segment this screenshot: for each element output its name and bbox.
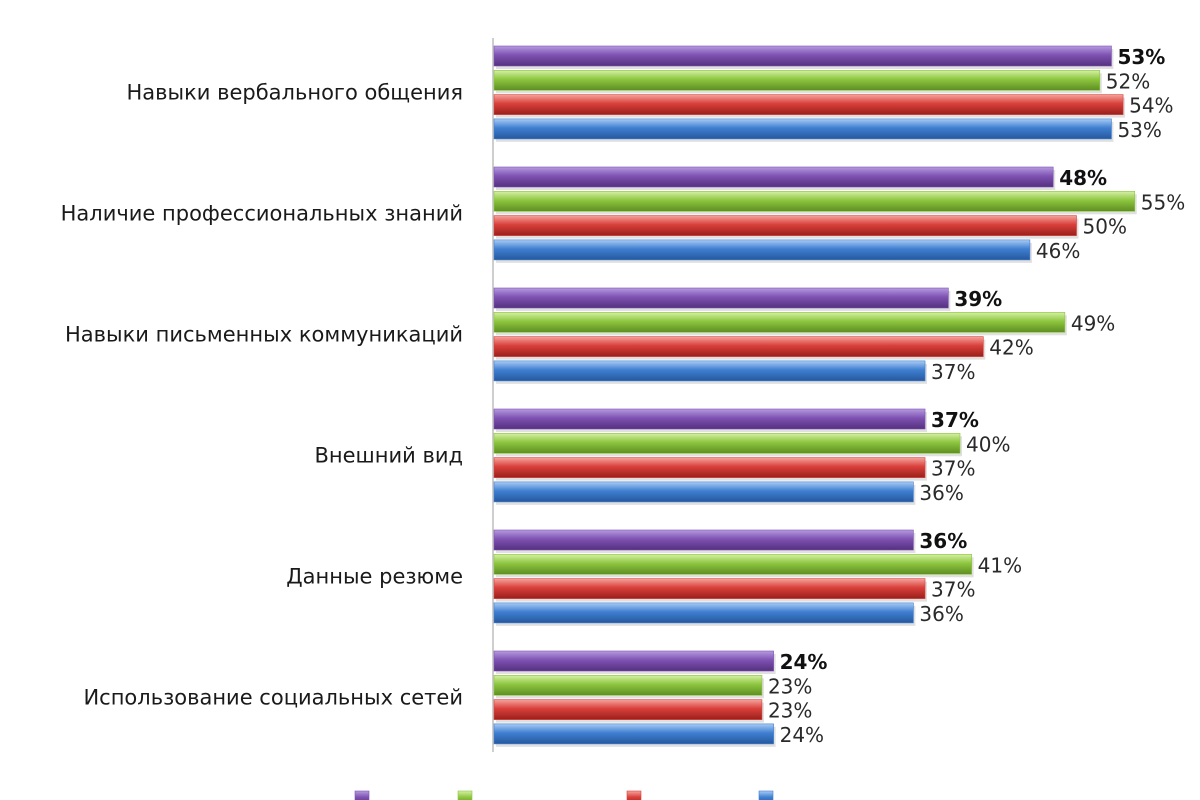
data-label: 46% [1036,239,1080,263]
data-label: 50% [1083,215,1127,239]
data-label: 37% [931,408,979,432]
bar [493,311,1066,333]
data-label: 24% [780,723,824,747]
category-label: Данные резюме [286,564,463,588]
bar [493,553,972,575]
bar [493,45,1112,67]
data-label: 24% [780,650,828,674]
data-label: 36% [919,602,963,626]
bar [493,287,949,309]
category-label: Навыки вербального общения [126,80,463,104]
bar [493,699,763,720]
category-label: Использование социальных сетей [83,685,463,709]
category-label: Наличие профессиональных знаний [61,201,463,225]
plot-area: Навыки вербального общения53%52%54%53%На… [61,45,1185,800]
bar [493,215,1077,236]
bar [493,360,926,382]
bar [493,674,763,696]
bar [493,70,1101,91]
bar [493,602,914,624]
data-label: 48% [1059,166,1107,190]
data-label: 36% [919,529,967,553]
data-label: 54% [1129,94,1173,118]
data-label: 37% [931,457,975,481]
data-label: 37% [931,578,975,602]
bar [493,408,926,430]
bar [493,432,961,454]
data-label: 40% [966,432,1010,456]
bar [493,118,1112,140]
bar [493,578,926,599]
bar [493,650,774,672]
data-label: 41% [978,553,1022,577]
data-label: 53% [1117,45,1165,69]
bar [493,191,1136,212]
bar [493,239,1031,261]
data-label: 52% [1106,69,1150,93]
data-label: 53% [1117,118,1161,142]
data-label: 23% [768,674,812,698]
legend-swatch [758,790,774,800]
bar [493,166,1054,188]
legend-swatch [457,790,473,800]
data-label: 55% [1141,190,1185,214]
legend-swatch [626,790,642,800]
data-label: 23% [768,699,812,723]
category-label: Внешний вид [314,443,463,467]
bar [493,457,926,478]
bar [493,481,914,503]
data-label: 49% [1071,311,1115,335]
bar [493,336,984,357]
data-label: 37% [931,360,975,384]
bar [493,529,914,551]
bar [493,94,1124,115]
data-label: 42% [989,336,1033,360]
data-label: 36% [919,481,963,505]
legend-swatch [354,790,370,800]
data-label: 39% [954,287,1002,311]
category-label: Навыки письменных коммуникаций [65,322,463,346]
bar [493,723,774,745]
